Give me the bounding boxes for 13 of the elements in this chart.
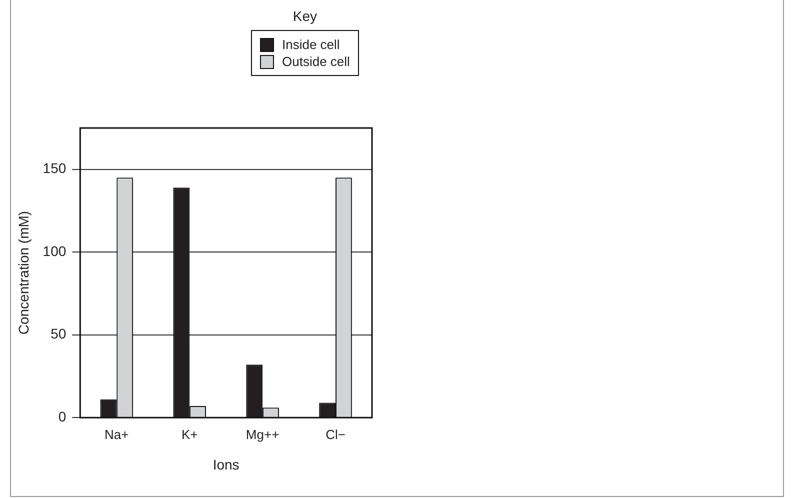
x-tick-label: Cl− (326, 426, 346, 442)
x-tick-label: K+ (181, 426, 198, 442)
legend-label: Inside cell (282, 37, 340, 52)
x-tick-label: Na+ (104, 426, 129, 442)
x-axis-title: Ions (212, 456, 240, 472)
legend-label: Outside cell (282, 54, 350, 69)
y-tick-label: 150 (42, 160, 66, 176)
y-axis-title: Concentration (mM) (15, 210, 32, 335)
y-tick-label: 50 (50, 326, 66, 342)
y-tick-label: 100 (42, 242, 66, 259)
legend-title: Key (292, 8, 318, 24)
x-tick-label: Mg++ (246, 426, 280, 442)
y-tick-label: 0 (58, 408, 66, 424)
